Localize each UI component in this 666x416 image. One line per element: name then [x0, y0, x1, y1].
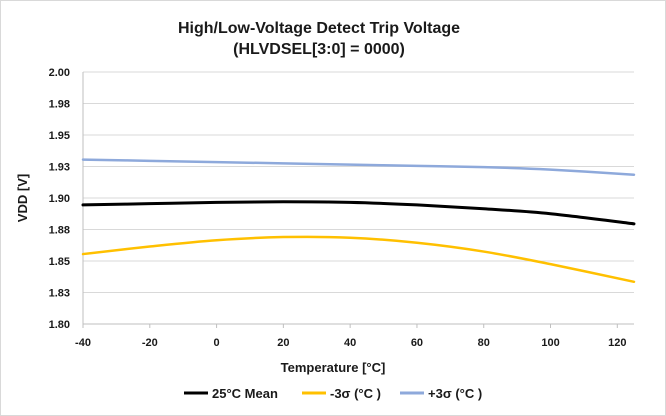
- x-tick-label: 20: [277, 337, 289, 349]
- x-tick-label: -20: [142, 337, 158, 349]
- y-tick-label: 2.00: [49, 67, 70, 79]
- x-tick-label: 100: [541, 337, 559, 349]
- gridlines: [83, 71, 634, 325]
- x-tick-label: 60: [411, 337, 423, 349]
- series-line-2: [81, 158, 636, 176]
- axes: [82, 72, 634, 325]
- x-tick-label: 80: [478, 337, 490, 349]
- y-tick-label: 1.80: [49, 319, 70, 331]
- x-axis-ticks: -40 -20 0 20 40 60 80 100 120: [75, 324, 626, 349]
- chart-title: High/Low-Voltage Detect Trip Voltage: [178, 20, 460, 37]
- x-tick-label: -40: [75, 337, 91, 349]
- y-tick-label: 1.90: [49, 193, 70, 205]
- legend-label-2: +3σ (°C ): [428, 386, 482, 401]
- y-axis-title: VDD [V]: [15, 174, 30, 222]
- chart-subtitle: (HLVDSEL[3:0] = 0000): [233, 41, 405, 58]
- legend-label-1: -3σ (°C ): [330, 386, 381, 401]
- y-tick-label: 1.93: [49, 162, 70, 174]
- legend-label-0: 25°C Mean: [212, 386, 278, 401]
- y-tick-label: 1.83: [49, 288, 70, 300]
- y-tick-label: 1.88: [49, 225, 70, 237]
- y-tick-label: 1.98: [49, 99, 70, 111]
- y-axis-ticks: 1.80 1.83 1.85 1.88 1.90 1.93 1.95 1.98 2.00: [49, 67, 70, 331]
- x-tick-label: 40: [344, 337, 356, 349]
- y-tick-label: 1.95: [49, 130, 70, 142]
- series-lines: [81, 158, 636, 284]
- y-tick-label: 1.85: [49, 256, 70, 268]
- x-axis-title: Temperature [°C]: [281, 360, 386, 375]
- x-tick-label: 120: [608, 337, 626, 349]
- series-line-1: [81, 235, 636, 284]
- series-line-0: [81, 200, 636, 226]
- x-tick-label: 0: [214, 337, 220, 349]
- legend: 25°C Mean -3σ (°C ) +3σ (°C ): [184, 386, 482, 401]
